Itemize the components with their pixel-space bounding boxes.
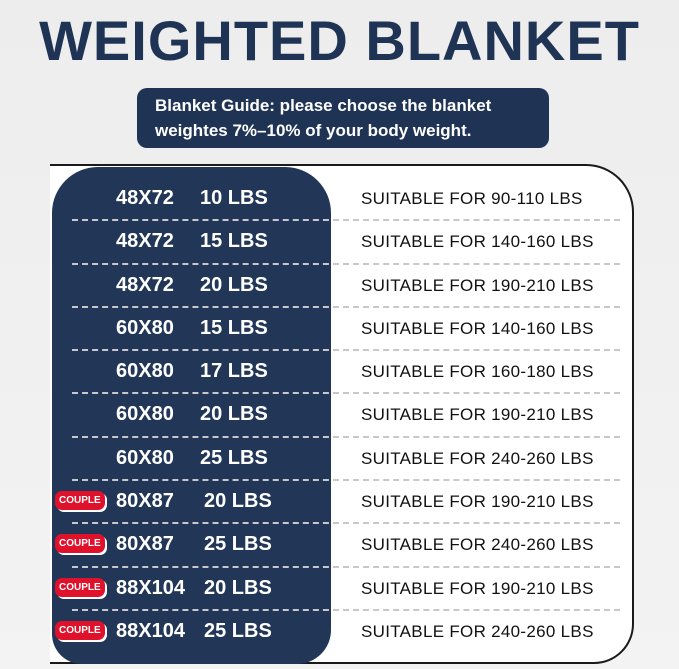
table-row: COUPLE 80X87 20 LBS SUITABLE FOR 190-210 LB… [52, 481, 620, 525]
couple-badge: COUPLE [55, 491, 105, 511]
table-row: 60X80 25 LBS SUITABLE FOR 240-260 LBS [52, 438, 620, 482]
table-row: 60X80 15 LBS SUITABLE FOR 140-160 LBS [52, 308, 620, 352]
blanket-size: 60X80 [116, 360, 174, 383]
guide-line-1: Blanket Guide: please choose the blanket [155, 96, 492, 115]
blanket-size: 60X80 [116, 403, 174, 426]
dashed-divider [72, 479, 620, 482]
table-row: COUPLE 88X104 20 LBS SUITABLE FOR 190-210 L… [52, 568, 620, 611]
couple-badge: COUPLE [55, 620, 105, 640]
blanket-weight: 15 LBS [200, 230, 268, 253]
table-row: 60X80 17 LBS SUITABLE FOR 160-180 LBS [52, 351, 620, 395]
blanket-weight: 20 LBS [204, 576, 272, 599]
suitable-range: SUITABLE FOR 190-210 LBS [361, 492, 594, 512]
table-row: 48X72 15 LBS SUITABLE FOR 140-160 LBS [52, 221, 620, 265]
blanket-size: 48X72 [116, 230, 174, 253]
blanket-size: 48X72 [116, 187, 174, 209]
dashed-divider [72, 349, 620, 352]
dashed-divider [72, 219, 620, 222]
blanket-size: 80X87 [116, 533, 174, 556]
suitable-range: SUITABLE FOR 240-260 LBS [361, 535, 594, 555]
table-row: 60X80 20 LBS SUITABLE FOR 190-210 LBS [52, 394, 620, 438]
blanket-weight: 20 LBS [200, 273, 268, 296]
dashed-divider [72, 565, 620, 568]
couple-badge: COUPLE [55, 534, 105, 554]
page-title: WEIGHTED BLANKET [39, 9, 640, 72]
blanket-size: 80X87 [116, 490, 174, 513]
table-row: COUPLE 88X104 25 LBS SUITABLE FOR 240-260 L… [52, 611, 612, 654]
table-row: 48X72 10 LBS SUITABLE FOR 90-110 LBS [52, 178, 620, 222]
dashed-divider [72, 608, 620, 611]
suitable-range: SUITABLE FOR 240-260 LBS [361, 621, 594, 641]
suitable-range: SUITABLE FOR 240-260 LBS [361, 448, 594, 468]
suitable-range: SUITABLE FOR 190-210 LBS [361, 275, 594, 295]
blanket-weight: 20 LBS [200, 403, 268, 426]
dashed-divider [72, 392, 620, 395]
table-row: COUPLE 80X87 25 LBS SUITABLE FOR 240-260 LB… [52, 524, 620, 568]
blanket-size: 88X104 [116, 576, 185, 599]
suitable-range: SUITABLE FOR 140-160 LBS [361, 318, 594, 338]
couple-badge: COUPLE [55, 577, 105, 597]
dashed-divider [72, 305, 620, 308]
blanket-size: 60X80 [116, 316, 174, 339]
blanket-weight: 20 LBS [204, 490, 272, 513]
suitable-range: SUITABLE FOR 190-210 LBS [361, 405, 594, 425]
suitable-range: SUITABLE FOR 140-160 LBS [361, 232, 594, 252]
blanket-weight: 17 LBS [200, 360, 268, 383]
blanket-size: 60X80 [116, 446, 174, 469]
suitable-range: SUITABLE FOR 190-210 LBS [361, 578, 594, 598]
dashed-divider [72, 262, 620, 265]
blanket-weight: 10 LBS [200, 187, 268, 209]
blanket-size: 88X104 [116, 619, 185, 642]
blanket-weight: 25 LBS [204, 619, 272, 642]
size-chart-table: 48X72 10 LBS SUITABLE FOR 90-110 LBS 48X72 1… [52, 178, 620, 654]
blanket-guide-note: Blanket Guide: please choose the blanket… [137, 88, 549, 148]
guide-line-2: weightes 7%–10% of your body weight. [155, 121, 472, 140]
suitable-range: SUITABLE FOR 160-180 LBS [361, 362, 594, 382]
blanket-weight: 15 LBS [200, 316, 268, 339]
blanket-weight: 25 LBS [204, 533, 272, 556]
blanket-weight: 25 LBS [200, 446, 268, 469]
dashed-divider [72, 522, 620, 525]
table-row: 48X72 20 LBS SUITABLE FOR 190-210 LBS [52, 265, 620, 308]
blanket-size: 48X72 [116, 273, 174, 296]
suitable-range: SUITABLE FOR 90-110 LBS [361, 189, 583, 208]
dashed-divider [72, 435, 620, 438]
